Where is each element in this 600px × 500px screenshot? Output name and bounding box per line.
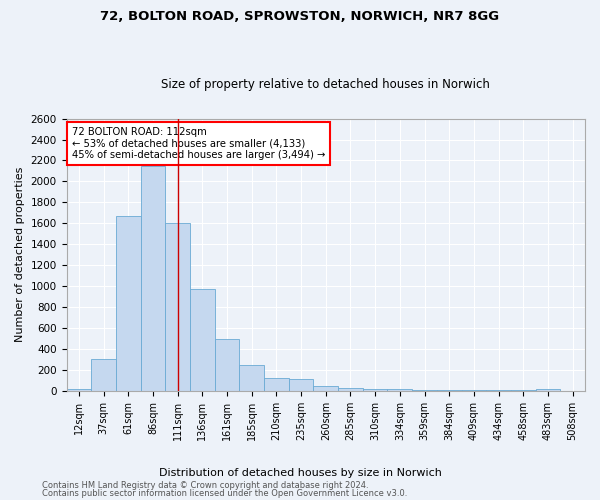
Bar xyxy=(289,380,313,391)
Text: Contains HM Land Registry data © Crown copyright and database right 2024.: Contains HM Land Registry data © Crown c… xyxy=(42,482,368,490)
Text: 72, BOLTON ROAD, SPROWSTON, NORWICH, NR7 8GG: 72, BOLTON ROAD, SPROWSTON, NORWICH, NR7… xyxy=(100,10,500,23)
Title: Size of property relative to detached houses in Norwich: Size of property relative to detached ho… xyxy=(161,78,490,91)
Bar xyxy=(264,378,289,391)
Bar xyxy=(239,365,264,391)
Bar xyxy=(190,290,215,391)
Bar xyxy=(116,216,140,391)
Bar xyxy=(388,390,412,391)
Text: Contains public sector information licensed under the Open Government Licence v3: Contains public sector information licen… xyxy=(42,490,407,498)
Bar xyxy=(461,390,486,391)
Bar xyxy=(412,390,437,391)
Bar xyxy=(67,389,91,391)
Bar xyxy=(536,388,560,391)
Y-axis label: Number of detached properties: Number of detached properties xyxy=(15,167,25,342)
Text: 72 BOLTON ROAD: 112sqm
← 53% of detached houses are smaller (4,133)
45% of semi-: 72 BOLTON ROAD: 112sqm ← 53% of detached… xyxy=(72,126,325,160)
Bar xyxy=(363,389,388,391)
Bar xyxy=(165,224,190,391)
Bar xyxy=(437,390,461,391)
Bar xyxy=(313,386,338,391)
Bar xyxy=(140,166,165,391)
Bar xyxy=(511,390,536,391)
Bar xyxy=(338,388,363,391)
Bar xyxy=(91,360,116,391)
Bar xyxy=(215,338,239,391)
Text: Distribution of detached houses by size in Norwich: Distribution of detached houses by size … xyxy=(158,468,442,477)
Bar xyxy=(486,390,511,391)
